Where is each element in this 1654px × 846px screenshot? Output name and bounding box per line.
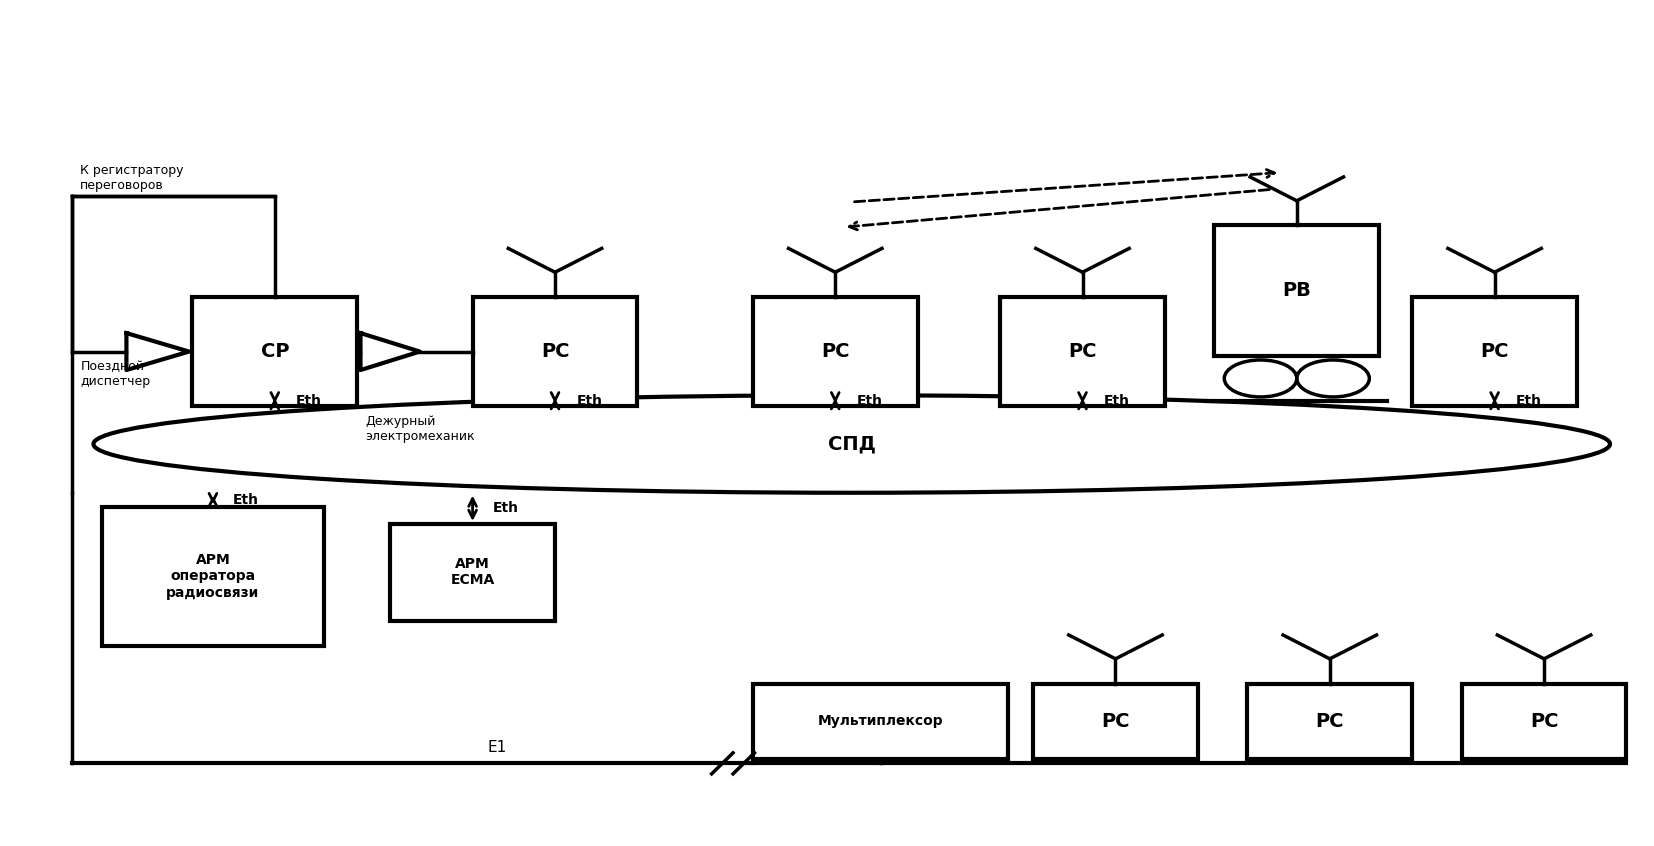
- Text: РС: РС: [541, 342, 569, 361]
- Text: Eth: Eth: [233, 493, 258, 507]
- Text: Eth: Eth: [1103, 393, 1130, 408]
- Bar: [1001, 297, 1164, 406]
- Text: Мультиплексор: Мультиплексор: [817, 714, 943, 728]
- Text: Дежурный
электромеханик: Дежурный электромеханик: [366, 415, 475, 442]
- Text: К регистратору
переговоров: К регистратору переговоров: [81, 164, 184, 192]
- Text: АРМ
ЕСМА: АРМ ЕСМА: [450, 557, 495, 587]
- Text: РС: РС: [1530, 711, 1558, 731]
- Text: Eth: Eth: [296, 393, 323, 408]
- Text: СПД: СПД: [827, 435, 875, 453]
- Text: АРМ
оператора
радиосвязи: АРМ оператора радиосвязи: [167, 553, 260, 600]
- Bar: [192, 297, 357, 406]
- Text: Eth: Eth: [1517, 393, 1542, 408]
- Bar: [473, 297, 637, 406]
- Bar: [101, 507, 324, 645]
- Text: РВ: РВ: [1282, 281, 1312, 300]
- Bar: [390, 524, 556, 620]
- Text: Eth: Eth: [493, 502, 518, 515]
- Text: РС: РС: [1102, 711, 1130, 731]
- Bar: [753, 297, 918, 406]
- Text: Eth: Eth: [857, 393, 883, 408]
- Bar: [1034, 684, 1197, 759]
- Text: РС: РС: [1480, 342, 1508, 361]
- Bar: [1413, 297, 1576, 406]
- Text: Eth: Eth: [577, 393, 602, 408]
- Text: РС: РС: [1068, 342, 1097, 361]
- Text: РС: РС: [820, 342, 850, 361]
- Bar: [753, 684, 1009, 759]
- Bar: [1214, 226, 1379, 356]
- Text: РС: РС: [1315, 711, 1345, 731]
- Text: СР: СР: [261, 342, 289, 361]
- Text: Поездной
диспетчер: Поездной диспетчер: [81, 360, 151, 388]
- Bar: [1247, 684, 1413, 759]
- Text: E1: E1: [488, 740, 506, 755]
- Bar: [1462, 684, 1626, 759]
